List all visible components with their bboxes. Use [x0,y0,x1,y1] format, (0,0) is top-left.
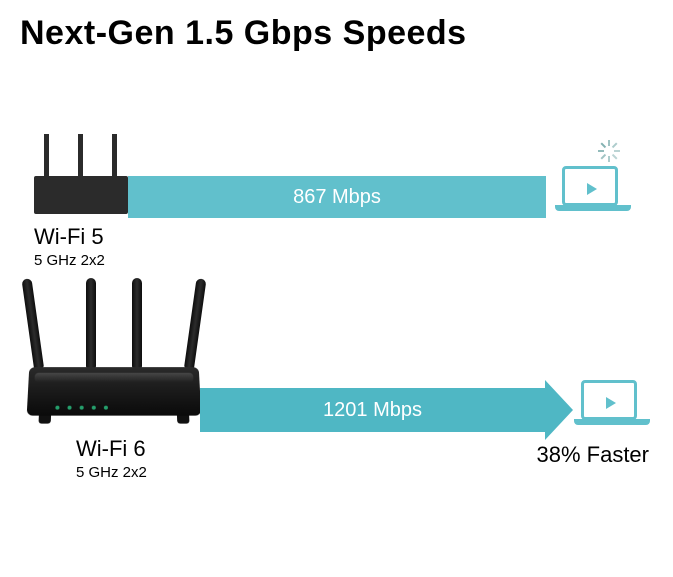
router-body-icon [27,367,202,416]
router-antenna-icon [44,134,49,176]
loading-spinner-icon [598,140,620,162]
laptop-icon [574,380,644,420]
router-wifi5-icon [34,176,128,214]
router-led-icon [92,406,96,410]
wifi5-band: 5 GHz 2x2 [34,252,105,269]
router-led-icon [80,406,84,410]
wifi6-band: 5 GHz 2x2 [76,464,147,481]
router-foot-icon [177,416,190,424]
router-foot-icon [38,416,51,424]
router-wifi6-icon [28,366,200,416]
router-led-icon [104,406,108,410]
router-antenna-icon [22,278,44,369]
speed-label-wifi5: 867 Mbps [128,176,546,218]
router-led-icon [67,406,71,410]
laptop-screen-icon [581,380,637,420]
infographic-root: Next-Gen 1.5 Gbps Speeds 867 Mbps Wi-Fi … [0,0,673,577]
speed-bar-arrowhead-icon [545,380,573,440]
router-antenna-icon [78,134,83,176]
page-title: Next-Gen 1.5 Gbps Speeds [20,14,653,53]
router-antenna-icon [112,134,117,176]
wifi6-caption: Wi-Fi 6 5 GHz 2x2 [76,436,147,481]
laptop-screen-icon [562,166,618,206]
router-antenna-icon [184,278,206,369]
cursor-icon [587,183,597,195]
wifi5-caption: Wi-Fi 5 5 GHz 2x2 [34,224,105,269]
wifi6-name: Wi-Fi 6 [76,436,147,462]
router-body-icon [34,176,128,214]
faster-label: 38% Faster [537,442,650,468]
cursor-icon [606,397,616,409]
router-led-icon [55,406,59,410]
speed-label-wifi6: 1201 Mbps [200,388,545,432]
router-antenna-icon [132,278,142,368]
wifi5-name: Wi-Fi 5 [34,224,105,250]
laptop-icon [555,166,625,206]
router-antenna-icon [86,278,96,368]
